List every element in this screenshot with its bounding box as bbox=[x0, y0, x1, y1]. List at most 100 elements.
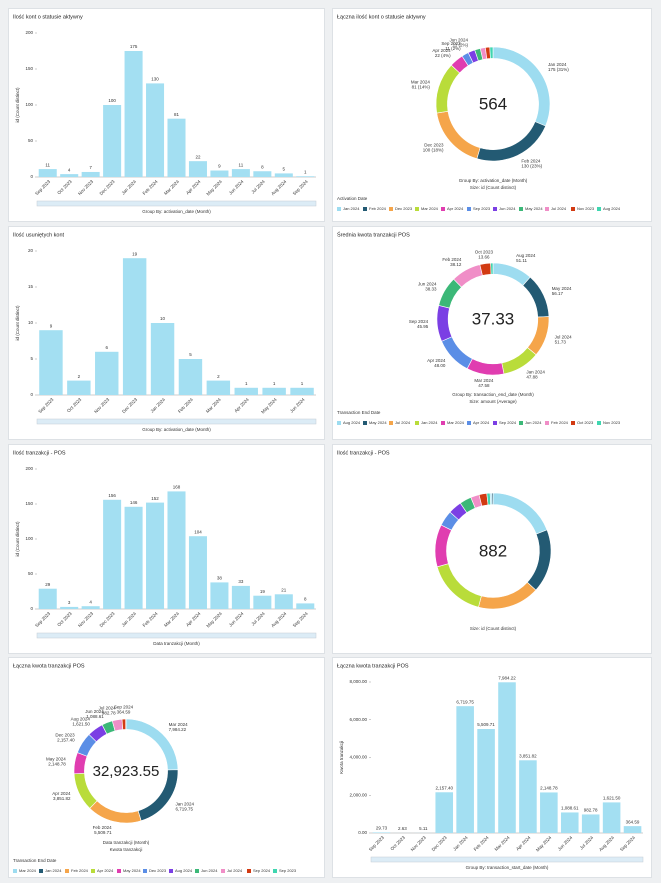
legend-label: Feb 2024 bbox=[551, 420, 569, 425]
bar bbox=[60, 606, 79, 609]
chart-title: Ilość kont o statusie aktywny bbox=[13, 14, 83, 20]
value-label: 2 bbox=[217, 374, 220, 379]
slice bbox=[441, 336, 473, 370]
bar bbox=[296, 603, 315, 609]
slice-label-name: Mar 2024 bbox=[474, 378, 494, 383]
bar bbox=[456, 706, 474, 833]
slice bbox=[526, 529, 552, 591]
value-label: 5 bbox=[283, 167, 286, 172]
x-tick-label: Aug 2024 bbox=[270, 179, 288, 197]
legend-label: Feb 2024 bbox=[369, 206, 387, 211]
chart-title: Łączna kwota tranzakcji POS bbox=[337, 663, 409, 669]
y-tick-label: 8,000.00 bbox=[349, 679, 367, 684]
bar bbox=[167, 491, 186, 609]
bar bbox=[210, 170, 229, 177]
value-label: 982.78 bbox=[584, 808, 598, 813]
chart-panel: Łączna ilość kont o statusie aktywny Jan … bbox=[332, 8, 652, 222]
slice bbox=[89, 800, 142, 824]
value-label: 1 bbox=[301, 381, 304, 386]
slice-label-value: 13.66 bbox=[478, 254, 490, 259]
bar bbox=[234, 387, 258, 395]
bar bbox=[274, 594, 293, 609]
slice-label-name: May 2024 bbox=[552, 286, 572, 291]
x-tick-label: Sep 2023 bbox=[34, 611, 52, 629]
slice bbox=[492, 262, 531, 286]
legend-swatch bbox=[337, 207, 341, 211]
slice-label-name: Apr 2024 bbox=[427, 358, 446, 363]
legend-swatch bbox=[597, 207, 601, 211]
bar bbox=[103, 499, 122, 609]
slice bbox=[527, 316, 550, 356]
slice-label-value: 7,984.22 bbox=[169, 727, 187, 732]
value-label: 9 bbox=[50, 323, 53, 328]
slice-label-name: Oct 2023 bbox=[475, 249, 494, 254]
x-tick-label: Mar 2024 bbox=[205, 397, 222, 414]
y-tick-label: 150 bbox=[25, 501, 33, 506]
bar bbox=[81, 171, 100, 177]
slice bbox=[490, 262, 494, 275]
legend-label: May 2024 bbox=[525, 206, 543, 211]
y-axis-label: id (Count distinct) bbox=[15, 87, 20, 123]
x-tick-label: Apr 2024 bbox=[515, 835, 532, 852]
slice-label-name: Sep 2024 bbox=[409, 319, 429, 324]
slice-label-name: May 2024 bbox=[46, 756, 66, 761]
bar bbox=[167, 118, 186, 177]
value-label: 8 bbox=[304, 597, 307, 602]
value-label: 29.73 bbox=[376, 826, 388, 831]
x-tick-label: Jun 2024 bbox=[228, 611, 245, 628]
slice-label-name: Jul 2024 bbox=[99, 706, 117, 711]
slice-label-value: 6,719.75 bbox=[175, 806, 193, 811]
chart: Ilość kont o statusie aktywny id (Count d… bbox=[13, 14, 317, 214]
bar bbox=[253, 171, 272, 177]
bar bbox=[623, 826, 642, 833]
value-label: 364.59 bbox=[626, 819, 640, 824]
y-tick-label: 50 bbox=[28, 138, 34, 143]
bar bbox=[124, 51, 143, 177]
legend-label: Jun 2024 bbox=[201, 868, 218, 873]
slice-label-value: 81 (14%) bbox=[412, 84, 431, 89]
subtitle: Group By: activation_date (Month) bbox=[459, 178, 528, 183]
slice-label-name: Mar 2024 bbox=[411, 79, 431, 84]
x-tick-label: Sep 2024 bbox=[292, 179, 310, 197]
bar bbox=[540, 792, 558, 833]
x-axis-label: Group By: activation_date (Month) bbox=[142, 427, 211, 432]
bar bbox=[206, 380, 231, 395]
slice-label-value: 2,157.40 bbox=[57, 738, 75, 743]
x-tick-label: Oct 2023 bbox=[56, 611, 73, 628]
x-tick-label: Sep 2024 bbox=[619, 835, 637, 853]
legend-label: Jul 2024 bbox=[551, 206, 567, 211]
y-tick-label: 15 bbox=[28, 284, 34, 289]
legend-swatch bbox=[363, 207, 367, 211]
x-tick-label: Nov 2023 bbox=[93, 397, 111, 415]
y-tick-label: 4,000.00 bbox=[349, 755, 367, 760]
value-label: 21 bbox=[281, 587, 287, 592]
x-tick-label: Nov 2023 bbox=[77, 611, 95, 629]
bar bbox=[146, 83, 165, 177]
value-label: 5 bbox=[189, 352, 192, 357]
slice-label-name: Aug 2024 bbox=[71, 717, 91, 722]
legend-swatch bbox=[467, 421, 471, 425]
center-value: 882 bbox=[479, 541, 507, 560]
bar bbox=[39, 330, 63, 395]
x-tick-label: Sep 2023 bbox=[368, 835, 386, 853]
slice bbox=[522, 276, 550, 318]
x-tick-label: May 2024 bbox=[205, 179, 223, 197]
legend-swatch bbox=[91, 869, 95, 873]
y-tick-label: 50 bbox=[28, 571, 34, 576]
legend-label: Mar 2024 bbox=[421, 206, 439, 211]
x-tick-label: May 2024 bbox=[205, 611, 223, 629]
bar bbox=[188, 161, 207, 177]
legend-swatch bbox=[389, 421, 393, 425]
x-tick-label: Jul 2024 bbox=[579, 835, 595, 851]
value-label: 5.11 bbox=[419, 826, 428, 831]
chart-panel: Łączna kwota tranzakcji POS Kwota tranzak… bbox=[332, 657, 652, 878]
legend-swatch bbox=[441, 207, 445, 211]
chart: Ilość tranzakcji - POS id (Count distinct… bbox=[13, 450, 317, 646]
value-label: 1,088.61 bbox=[561, 806, 579, 811]
y-tick-label: 6,000.00 bbox=[349, 717, 367, 722]
value-label: 19 bbox=[132, 251, 138, 256]
bar bbox=[519, 760, 537, 833]
bar bbox=[38, 169, 57, 177]
legend-label: Apr 2024 bbox=[473, 420, 490, 425]
chart-panel: Ilość tranzakcji - POS 882 Size: id (Count… bbox=[332, 444, 652, 654]
